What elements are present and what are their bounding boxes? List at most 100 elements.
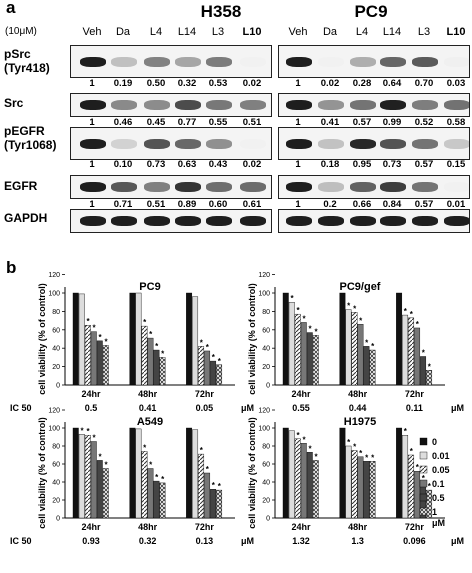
row-label-2: pEGFR xyxy=(4,124,45,138)
blot-band xyxy=(175,100,201,110)
bar-1-0-3 xyxy=(300,322,307,386)
bar-3-2-5 xyxy=(426,489,433,519)
unit-label-3: μM xyxy=(451,536,464,546)
band-value-pc9-0-1: 0.02 xyxy=(320,78,340,89)
significance-star-1-0-5: * xyxy=(314,327,318,336)
y-tick-label-1-60: 60 xyxy=(262,327,270,334)
band-value-h358-1-1: 0.46 xyxy=(113,117,133,128)
blot-band xyxy=(240,216,266,226)
pc9-title: PC9 xyxy=(354,2,388,21)
legend-swatch-3 xyxy=(419,479,428,488)
band-value-pc9-2-5: 0.15 xyxy=(446,159,466,170)
legend-label-1: 0.01 xyxy=(432,451,450,461)
blot-band xyxy=(318,56,344,67)
significance-star-3-1-3: * xyxy=(359,449,363,458)
lane-label-pc9-4: L3 xyxy=(417,26,431,38)
significance-star-0-2-5: * xyxy=(218,357,222,366)
blot-band xyxy=(240,100,266,110)
significance-star-1-1-1: * xyxy=(347,302,351,311)
legend-label-5: 1 xyxy=(432,507,437,517)
significance-star-2-0-3: * xyxy=(92,434,96,443)
bar-1-1-3 xyxy=(357,324,364,386)
chart-title-3: H1975 xyxy=(344,416,376,428)
blot-pegfr-pc9 xyxy=(278,127,470,160)
bar-2-1-4 xyxy=(153,480,160,519)
significance-star-1-1-5: * xyxy=(371,342,375,351)
significance-star-0-0-4: * xyxy=(98,333,102,342)
bar-3-0-4 xyxy=(306,452,313,519)
bar-2-1-5 xyxy=(159,482,166,519)
blot-src-pc9 xyxy=(278,93,470,117)
bar-0-0-5 xyxy=(102,345,109,386)
y-tick-label-3-40: 40 xyxy=(262,480,270,487)
band-value-pc9-2-1: 0.18 xyxy=(320,159,340,170)
bar-1-0-4 xyxy=(306,332,313,386)
bar-0-2-1 xyxy=(192,296,199,386)
blot-band xyxy=(412,138,438,149)
panel-b-label: b xyxy=(6,258,17,277)
y-tick-label-0-60: 60 xyxy=(52,327,60,334)
ic50-value-3-2: 0.096 xyxy=(403,536,426,546)
band-value-h358-0-2: 0.50 xyxy=(146,78,166,89)
blot-band xyxy=(444,56,469,67)
bar-3-0-1 xyxy=(288,430,295,519)
significance-star-3-2-5: * xyxy=(428,482,432,491)
significance-star-2-0-2: * xyxy=(86,427,90,436)
band-value-h358-1-3: 0.77 xyxy=(177,117,197,128)
blot-band xyxy=(111,216,137,226)
y-tick-label-2-60: 60 xyxy=(52,462,60,469)
significance-star-1-2-4: * xyxy=(422,348,426,357)
lane-label-h358-1: Da xyxy=(115,26,131,38)
significance-star-1-2-1: * xyxy=(404,307,408,316)
significance-star-3-2-3: * xyxy=(416,463,420,472)
bar-2-0-4 xyxy=(96,460,103,519)
blot-band xyxy=(206,100,232,110)
row-sublabel-2: (Tyr1068) xyxy=(4,138,57,152)
significance-star-0-0-2: * xyxy=(86,317,90,326)
blot-band xyxy=(350,182,376,192)
y-tick-label-3-20: 20 xyxy=(262,498,270,505)
band-value-pc9-1-2: 0.57 xyxy=(352,117,372,128)
y-tick-label-1-20: 20 xyxy=(262,364,270,371)
bar-1-2-5 xyxy=(426,370,433,386)
band-value-h358-2-4: 0.43 xyxy=(208,159,228,170)
blot-band xyxy=(206,182,232,192)
blot-egfr-pc9 xyxy=(278,175,470,199)
legend-swatch-0 xyxy=(419,437,428,446)
blot-band xyxy=(111,182,137,192)
significance-star-1-1-3: * xyxy=(359,316,363,325)
significance-star-3-2-1: * xyxy=(404,427,408,436)
legend-unit: μM xyxy=(432,518,445,528)
bar-1-1-1 xyxy=(345,309,352,386)
time-label-1-0: 24hr xyxy=(291,389,311,399)
significance-star-3-2-4: * xyxy=(422,474,426,483)
ic50-value-1-0: 0.55 xyxy=(292,403,310,413)
y-axis-label-1: cell viability (% of control) xyxy=(247,283,257,395)
band-value-h358-2-3: 0.63 xyxy=(177,159,197,170)
significance-star-0-1-2: * xyxy=(143,318,147,327)
significance-star-0-0-5: * xyxy=(104,337,108,346)
band-value-h358-0-1: 0.19 xyxy=(113,78,133,89)
band-value-pc9-2-3: 0.73 xyxy=(382,159,402,170)
time-label-3-0: 24hr xyxy=(291,522,311,532)
significance-star-2-0-5: * xyxy=(104,461,108,470)
bar-0-0-1 xyxy=(78,293,85,386)
time-label-0-1: 48hr xyxy=(138,389,158,399)
blot-egfr-h358 xyxy=(70,175,272,199)
band-value-h358-0-4: 0.53 xyxy=(208,78,228,89)
blot-pegfr-h358 xyxy=(70,127,272,160)
legend-swatch-4 xyxy=(419,493,428,502)
significance-star-3-1-4: * xyxy=(365,453,369,462)
y-tick-label-0-40: 40 xyxy=(52,346,60,353)
band-value-h358-2-1: 0.10 xyxy=(113,159,133,170)
y-tick-label-0-120: 120 xyxy=(48,272,60,279)
significance-star-3-0-5: * xyxy=(314,452,318,461)
blot-band xyxy=(175,138,201,149)
bar-0-1-1 xyxy=(135,292,142,386)
y-tick-label-2-20: 20 xyxy=(52,498,60,505)
y-tick-label-0-20: 20 xyxy=(52,364,60,371)
band-value-h358-3-0: 1 xyxy=(89,199,95,210)
bar-1-1-0 xyxy=(339,292,346,386)
band-value-pc9-0-3: 0.64 xyxy=(382,78,402,89)
bar-2-0-0 xyxy=(72,427,79,519)
